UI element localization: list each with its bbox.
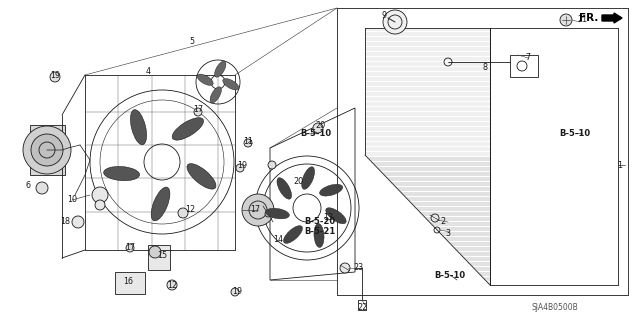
Text: 20: 20 [315, 122, 325, 130]
Text: 22: 22 [357, 302, 367, 311]
Ellipse shape [223, 78, 239, 90]
Circle shape [36, 182, 48, 194]
Circle shape [244, 139, 252, 147]
Circle shape [92, 187, 108, 203]
Ellipse shape [151, 187, 170, 221]
Circle shape [23, 126, 71, 174]
Circle shape [560, 14, 572, 26]
Text: SJA4B0500B: SJA4B0500B [532, 303, 579, 313]
Text: 3: 3 [445, 228, 451, 238]
Text: 23: 23 [353, 263, 363, 272]
Text: 20: 20 [293, 177, 303, 187]
Ellipse shape [284, 226, 303, 243]
Text: 1: 1 [618, 160, 623, 169]
Circle shape [431, 214, 439, 222]
Circle shape [50, 72, 60, 82]
Text: 11: 11 [243, 137, 253, 145]
Ellipse shape [314, 224, 324, 248]
Text: 7: 7 [525, 54, 531, 63]
Ellipse shape [172, 118, 204, 140]
Text: B-5-10: B-5-10 [435, 271, 465, 279]
Text: 10: 10 [67, 196, 77, 204]
Text: 17: 17 [250, 205, 260, 214]
Circle shape [149, 246, 161, 258]
Circle shape [95, 200, 105, 210]
Text: 12: 12 [185, 205, 195, 214]
Ellipse shape [131, 110, 147, 145]
Circle shape [242, 194, 274, 226]
Text: 18: 18 [60, 218, 70, 226]
Bar [510, 55, 538, 77]
Text: B-5-10: B-5-10 [300, 129, 332, 137]
Text: 19: 19 [50, 70, 60, 79]
Ellipse shape [187, 164, 216, 189]
Circle shape [126, 244, 134, 252]
Circle shape [72, 216, 84, 228]
Text: B-5-20: B-5-20 [305, 218, 335, 226]
Text: 19: 19 [232, 287, 242, 296]
Text: 19: 19 [237, 161, 247, 170]
Text: B-5-10: B-5-10 [559, 129, 591, 137]
Ellipse shape [214, 61, 226, 77]
Circle shape [31, 134, 63, 166]
Circle shape [383, 10, 407, 34]
FancyArrow shape [602, 13, 622, 23]
Circle shape [340, 263, 350, 273]
Text: 14: 14 [273, 235, 283, 244]
Ellipse shape [210, 87, 221, 103]
Text: 17: 17 [193, 106, 203, 115]
Bar [148, 245, 170, 270]
Circle shape [236, 164, 244, 172]
Text: B-5-21: B-5-21 [305, 227, 335, 236]
Ellipse shape [104, 167, 140, 181]
Text: 4: 4 [145, 68, 150, 77]
Circle shape [265, 211, 271, 217]
Text: 6: 6 [26, 181, 31, 189]
Ellipse shape [277, 178, 292, 199]
Bar [30, 125, 65, 175]
Ellipse shape [266, 208, 289, 219]
Text: 13: 13 [323, 213, 333, 222]
Ellipse shape [319, 184, 343, 196]
Text: 9: 9 [381, 11, 387, 20]
Circle shape [268, 161, 276, 169]
Text: 12: 12 [167, 280, 177, 290]
Ellipse shape [326, 208, 346, 224]
Text: 2: 2 [440, 218, 445, 226]
Text: 21: 21 [577, 16, 587, 25]
Circle shape [167, 280, 177, 290]
Text: 16: 16 [123, 278, 133, 286]
Circle shape [178, 208, 188, 218]
Ellipse shape [301, 167, 315, 189]
Text: 17: 17 [125, 243, 135, 253]
Circle shape [313, 123, 323, 133]
Text: 8: 8 [483, 63, 488, 72]
Circle shape [231, 288, 239, 296]
Ellipse shape [197, 74, 213, 85]
Bar [115, 272, 145, 294]
Text: 5: 5 [189, 38, 195, 47]
Bar [358, 300, 366, 310]
Text: FR.: FR. [579, 13, 598, 23]
Text: 15: 15 [157, 250, 167, 259]
Circle shape [194, 108, 202, 116]
